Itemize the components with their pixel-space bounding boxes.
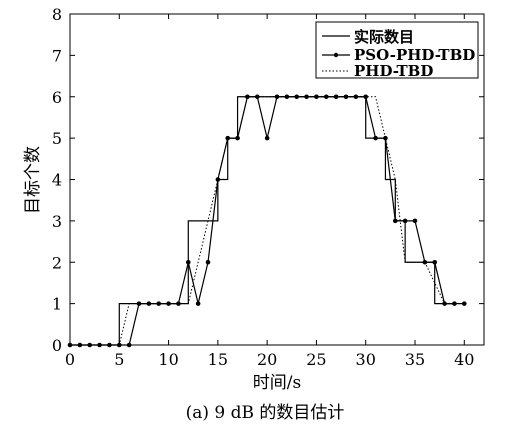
y-tick-label-7: 7 <box>52 46 62 65</box>
series-1-point-30 <box>363 94 369 100</box>
series-1-point-22 <box>284 94 290 100</box>
y-axis-label: 目标个数 <box>23 146 43 214</box>
x-tick-label-6: 30 <box>356 350 376 369</box>
x-tick-label-2: 10 <box>158 350 178 369</box>
y-tick-label-1: 1 <box>52 295 62 314</box>
legend: 实际数目 PSO-PHD-TBD PHD-TBD <box>315 21 479 80</box>
x-tick-label-3: 15 <box>208 350 228 369</box>
x-tick-label-0: 0 <box>65 350 75 369</box>
y-tick-label-2: 2 <box>52 253 62 272</box>
series-1-point-1 <box>77 342 83 348</box>
series-1-point-8 <box>146 301 152 306</box>
series-1-point-18 <box>245 94 250 100</box>
series-1-point-10 <box>166 301 171 306</box>
y-tick-label-3: 3 <box>52 212 62 231</box>
y-tick-label-0: 0 <box>52 336 62 355</box>
series-1-point-12 <box>185 259 191 265</box>
legend-marker-pso <box>333 52 339 58</box>
series-1-point-39 <box>452 301 457 306</box>
series-1-point-6 <box>126 342 132 348</box>
y-tick-label-6: 6 <box>52 88 62 107</box>
series-1-point-32 <box>383 135 388 141</box>
series-1-point-17 <box>235 135 240 141</box>
y-tick-label-8: 8 <box>52 5 62 24</box>
series-1-point-34 <box>402 218 408 224</box>
series-1-point-35 <box>412 218 418 224</box>
x-axis-label: 时间/s <box>253 373 301 393</box>
series-1-point-29 <box>353 94 359 100</box>
x-tick-label-5: 25 <box>306 350 326 369</box>
ticks: 0 5 10 15 20 25 30 35 40 0 1 2 3 4 5 6 7 8 <box>52 5 484 369</box>
series-1-point-19 <box>254 94 260 100</box>
series-1-point-2 <box>87 342 93 348</box>
series-1-point-3 <box>97 342 102 348</box>
series-1-point-20 <box>264 135 270 141</box>
series-line-2 <box>70 96 455 346</box>
series-1-point-23 <box>294 94 300 100</box>
x-tick-label-4: 20 <box>257 350 277 369</box>
series-1-point-14 <box>205 259 211 265</box>
series-1-point-31 <box>373 135 378 141</box>
x-tick-label-8: 40 <box>454 350 474 369</box>
figure-caption: (a) 9 dB 的数目估计 <box>185 403 345 423</box>
series-1-point-33 <box>392 218 398 224</box>
legend-label-actual: 实际数目 <box>354 28 414 46</box>
x-tick-label-1: 5 <box>114 350 124 369</box>
series-1-point-16 <box>225 135 231 141</box>
series-1-point-40 <box>461 301 467 306</box>
series-1-point-24 <box>304 94 309 100</box>
series-layer <box>67 94 467 348</box>
y-tick-label-4: 4 <box>52 171 62 190</box>
y-tick-label-5: 5 <box>52 129 62 148</box>
series-1-point-37 <box>432 259 438 265</box>
legend-label-phd: PHD-TBD <box>354 62 433 80</box>
legend-label-pso: PSO-PHD-TBD <box>354 46 475 64</box>
series-1-point-13 <box>195 301 201 306</box>
series-1-point-15 <box>215 177 221 182</box>
x-tick-label-7: 35 <box>405 350 425 369</box>
legend-box <box>315 21 479 79</box>
series-1-point-9 <box>156 301 162 306</box>
series-1-point-28 <box>343 94 349 100</box>
